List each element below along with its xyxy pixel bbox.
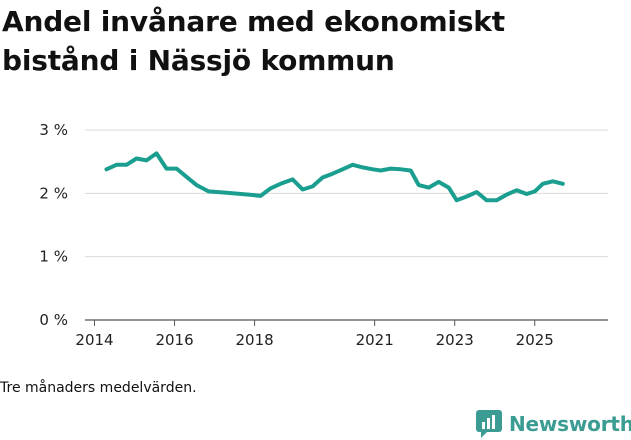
data-point [455,199,458,202]
x-tick-label: 2025 [516,331,554,349]
x-tick-label: 2014 [75,331,113,349]
data-point [399,168,402,171]
data-point [561,182,564,185]
x-axis: 2014 2016 2018 2021 2023 2025 [75,319,608,349]
data-point [247,193,250,196]
x-tick-label: 2018 [235,331,273,349]
data-point [165,167,168,170]
y-axis-labels: 0 % 1 % 2 % 3 % [39,121,68,329]
data-point [389,167,392,170]
brand-name: Newsworthy [509,412,631,436]
data-point [515,189,518,192]
data-point [207,190,210,193]
data-point [269,187,272,190]
line-chart: 0 % 1 % 2 % 3 % 2014 2016 2018 2021 2023 2025 [39,121,608,349]
data-point [533,190,536,193]
newsworthy-logo-icon [476,410,502,438]
data-point [225,191,228,194]
data-point [341,168,344,171]
data-point [279,182,282,185]
data-point [115,163,118,166]
data-point [321,176,324,179]
data-point [351,163,354,166]
data-point [155,152,158,155]
data-point [437,180,440,184]
footnote: Tre månaders medelvärden. [0,380,197,396]
data-point [371,168,374,171]
y-tick-label: 2 % [39,184,68,202]
data-point [361,166,364,169]
data-point [125,163,128,166]
brand[interactable]: Newsworthy [476,408,631,440]
data-point [475,190,478,194]
data-point [301,188,304,191]
data-point [541,182,544,185]
y-tick-label: 1 % [39,248,68,266]
data-point [195,183,198,187]
data-point [427,186,430,189]
data-point [551,180,554,183]
data-point [135,157,138,160]
data-point [259,194,262,198]
data-point [291,178,294,181]
data-point [331,172,334,175]
x-tick-label: 2016 [155,331,193,349]
x-tick-label: 2021 [356,331,394,349]
series-layer [104,151,565,203]
data-point [311,185,314,188]
data-point [505,193,508,196]
data-point [379,169,382,172]
y-tick-label: 0 % [39,311,68,329]
data-point [417,183,420,187]
x-tick-label: 2023 [436,331,474,349]
data-point [185,175,188,179]
chart-title: Andel invånare med ekonomiskt bistånd i … [2,5,505,77]
data-point [145,159,148,162]
y-tick-label: 3 % [39,121,68,139]
data-point [495,199,498,202]
data-point [465,195,468,198]
data-point [175,167,178,170]
data-point [409,169,412,172]
data-point [105,168,108,171]
data-point [525,192,528,196]
data-point [485,199,488,202]
data-point [447,186,450,189]
